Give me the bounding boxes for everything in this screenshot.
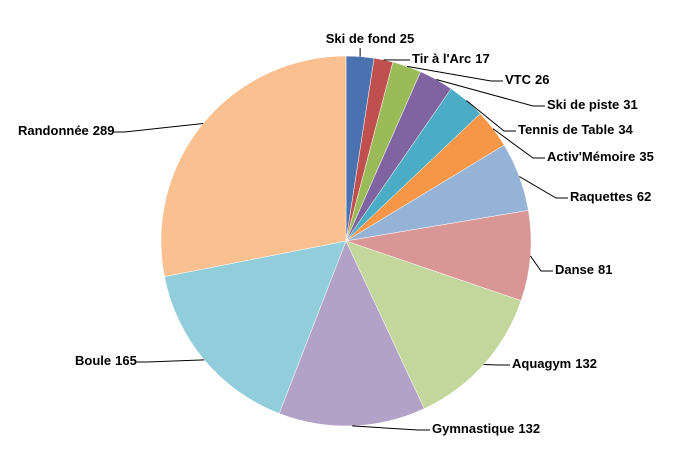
data-label: Aquagym 132 (512, 356, 597, 371)
label-value: 31 (623, 97, 637, 112)
label-category: Tir à l'Arc (412, 51, 471, 66)
label-value: 289 (93, 123, 115, 138)
label-value: 132 (518, 421, 540, 436)
label-category: Danse (555, 262, 594, 277)
label-category: Gymnastique (432, 421, 514, 436)
label-category: Activ'Mémoire (547, 149, 635, 164)
label-value: 81 (598, 262, 612, 277)
label-category: Randonnée (18, 123, 89, 138)
label-value: 35 (639, 149, 653, 164)
data-label: Randonnée 289 (18, 123, 115, 138)
label-category: Raquettes (570, 189, 633, 204)
data-label: Tennis de Table 34 (518, 122, 634, 137)
data-label: Ski de piste 31 (547, 97, 638, 112)
leader-line (112, 122, 204, 133)
data-label: Activ'Mémoire 35 (547, 149, 654, 164)
label-category: Boule (75, 353, 111, 368)
data-label: Ski de fond 25 (326, 31, 415, 46)
pie-slice (278, 240, 425, 427)
label-value: 25 (400, 31, 414, 46)
leader-line (466, 100, 516, 132)
label-value: 62 (637, 189, 651, 204)
pie-slice (160, 55, 347, 277)
data-label: Tir à l'Arc 17 (412, 51, 490, 66)
data-label: Boule 165 (75, 353, 137, 368)
data-label: Raquettes 62 (570, 189, 651, 204)
pie-slice (164, 240, 347, 414)
label-category: Aquagym (512, 356, 571, 371)
leader-line (406, 65, 503, 82)
data-label: Gymnastique 132 (432, 421, 540, 436)
label-value: 26 (535, 72, 549, 87)
leader-line (134, 359, 205, 363)
label-value: 165 (115, 353, 137, 368)
label-category: VTC (505, 72, 532, 87)
pie-slice (345, 210, 532, 301)
data-label: Danse 81 (555, 262, 613, 277)
leader-line (492, 128, 545, 159)
pie-slice (345, 240, 522, 409)
data-label: VTC 26 (505, 72, 549, 87)
label-category: Ski de piste (547, 97, 619, 112)
label-category: Tennis de Table (518, 122, 614, 137)
label-value: 17 (475, 51, 489, 66)
label-category: Ski de fond (326, 31, 396, 46)
leader-line (519, 176, 568, 199)
leader-line (529, 255, 553, 272)
label-value: 132 (575, 356, 597, 371)
leader-line (352, 425, 430, 431)
leader-line (436, 79, 545, 107)
label-value: 34 (618, 122, 633, 137)
